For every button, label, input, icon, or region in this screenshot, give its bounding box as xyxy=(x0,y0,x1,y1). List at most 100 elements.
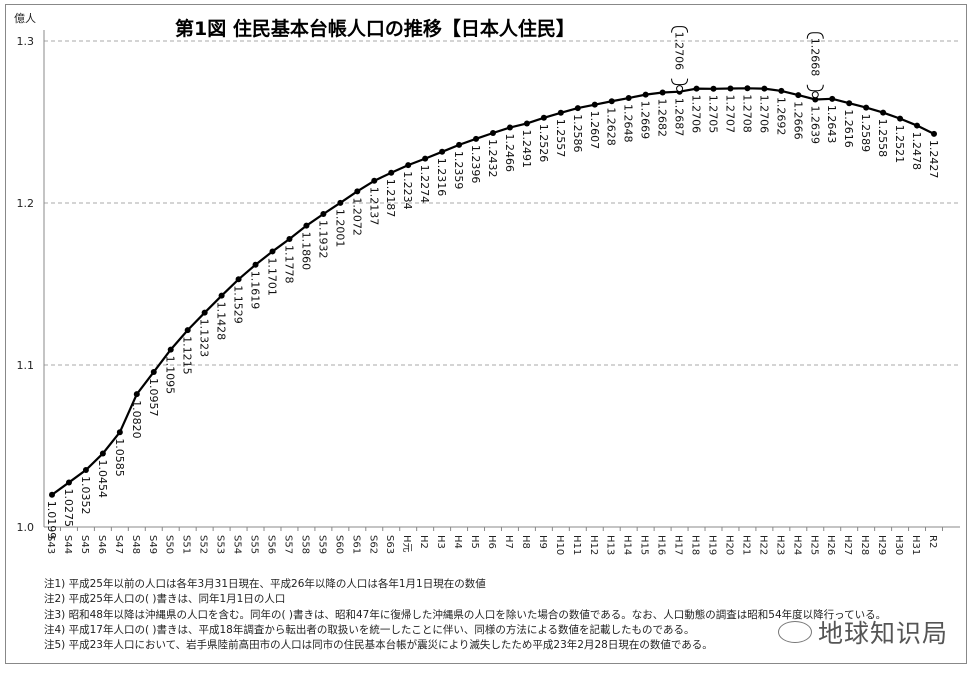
data-label: 1.2616 xyxy=(842,109,855,148)
data-point xyxy=(523,120,530,127)
data-point xyxy=(473,135,480,142)
data-label: 1.1095 xyxy=(164,356,177,395)
x-tick-label: S58 xyxy=(299,535,310,554)
x-tick-label: S47 xyxy=(113,535,124,554)
data-label: 1.1323 xyxy=(198,319,211,358)
note-5: 注5) 平成23年人口において、岩手県陸前高田市の人口は同市の住民基本台帳が震災… xyxy=(44,639,713,652)
data-label: 1.2558 xyxy=(876,119,889,158)
data-point xyxy=(574,105,581,112)
data-label: 1.2521 xyxy=(893,125,906,163)
x-tick-label: H6 xyxy=(486,535,497,549)
x-tick-label: H20 xyxy=(723,535,734,555)
x-tick-label: H29 xyxy=(876,535,887,555)
data-point xyxy=(659,89,666,96)
data-point xyxy=(744,85,751,92)
data-label: 1.0275 xyxy=(62,488,75,527)
y-tick-label: 1.3 xyxy=(17,35,35,48)
data-label: 1.2666 xyxy=(791,101,804,140)
data-label: 1.2669 xyxy=(639,101,652,140)
data-label: 1.2316 xyxy=(435,158,448,197)
data-label: 1.2478 xyxy=(910,132,923,171)
x-tick-label: S63 xyxy=(384,535,395,554)
x-tick-label: S44 xyxy=(62,535,73,554)
x-tick-label: H元 xyxy=(401,535,412,553)
data-point xyxy=(65,479,72,486)
data-point xyxy=(506,124,513,131)
data-label: 1.1701 xyxy=(266,257,279,296)
data-label: 1.2706 xyxy=(757,95,770,133)
x-tick-label: S60 xyxy=(333,535,344,554)
note-4: 注4) 平成17年人口の( )書きは、平成18年調査から転出者の取扱いを統一した… xyxy=(44,623,695,636)
data-point xyxy=(218,292,225,299)
data-point xyxy=(320,211,327,218)
data-point xyxy=(710,85,717,92)
data-point xyxy=(914,122,921,129)
x-tick-label: H4 xyxy=(452,535,463,549)
y-tick-label: 1.2 xyxy=(17,197,35,210)
data-label: 1.2234 xyxy=(401,171,414,210)
data-label: 1.2586 xyxy=(571,114,584,152)
data-label: 1.2137 xyxy=(367,187,380,226)
data-point xyxy=(337,199,344,206)
data-point xyxy=(880,109,887,116)
x-tick-label: S45 xyxy=(79,535,90,554)
watermark-text: 地球知识局 xyxy=(818,619,949,648)
x-tick-label: H7 xyxy=(503,535,514,549)
x-tick-label: S46 xyxy=(96,535,107,554)
data-label: 1.1428 xyxy=(215,302,228,341)
data-label: 1.2427 xyxy=(927,140,940,179)
data-point xyxy=(99,450,106,457)
x-tick-label: H17 xyxy=(673,535,684,555)
data-point xyxy=(540,114,547,121)
data-label: 1.0352 xyxy=(79,476,92,515)
x-tick-label: S48 xyxy=(130,535,141,554)
watermark: 地球知识局 xyxy=(778,614,948,650)
data-label: 1.0957 xyxy=(147,378,160,417)
x-tick-label: H5 xyxy=(469,535,480,549)
x-tick-label: H25 xyxy=(808,535,819,555)
data-label: 1.2466 xyxy=(503,134,516,173)
data-point xyxy=(252,261,259,268)
data-point xyxy=(608,98,615,105)
bracket-data-point xyxy=(811,91,819,99)
x-tick-label: H30 xyxy=(893,535,904,555)
bracket-close xyxy=(671,78,689,86)
data-point xyxy=(150,368,157,375)
data-label: 1.0585 xyxy=(113,438,126,477)
data-point xyxy=(49,491,55,498)
note-3: 注3) 昭和48年以降は沖縄県の人口を含む。同年の( )書きは、昭和47年に復帰… xyxy=(44,608,887,621)
x-tick-label: H8 xyxy=(520,535,531,549)
x-tick-label: H22 xyxy=(757,535,768,555)
x-tick-label: H27 xyxy=(842,535,853,555)
data-point xyxy=(761,85,768,92)
data-label: 1.2001 xyxy=(333,209,346,248)
x-tick-label: S53 xyxy=(215,535,226,554)
x-tick-label: H3 xyxy=(435,535,446,549)
x-tick-label: H26 xyxy=(825,535,836,555)
data-point xyxy=(82,466,89,473)
data-point xyxy=(625,95,632,102)
data-point xyxy=(931,130,937,137)
data-point xyxy=(439,148,446,155)
data-point xyxy=(557,109,564,116)
x-tick-label: S49 xyxy=(147,535,158,554)
data-label: 1.2359 xyxy=(452,151,465,190)
chart-title: 第1図 住民基本台帳人口の推移【日本人住民】 xyxy=(175,17,575,40)
data-label: 1.2491 xyxy=(520,129,533,168)
x-tick-label: H16 xyxy=(656,535,667,555)
data-point xyxy=(286,235,293,242)
x-tick-label: S62 xyxy=(367,535,378,554)
data-point xyxy=(405,162,412,169)
data-point xyxy=(303,222,310,229)
data-label: 1.2643 xyxy=(825,105,838,144)
data-label: 1.1215 xyxy=(181,336,194,375)
data-label: 1.1778 xyxy=(282,245,295,283)
x-tick-label: H28 xyxy=(859,535,870,555)
x-tick-label: R2 xyxy=(927,535,938,548)
data-point xyxy=(863,104,870,111)
chart-notes: 注1) 平成25年以前の人口は各年3月31日現在、平成26年以降の人口は各年1月… xyxy=(44,577,886,653)
x-tick-label: H31 xyxy=(910,535,921,555)
x-tick-label: H19 xyxy=(707,535,718,555)
data-label: 1.2072 xyxy=(350,197,363,236)
